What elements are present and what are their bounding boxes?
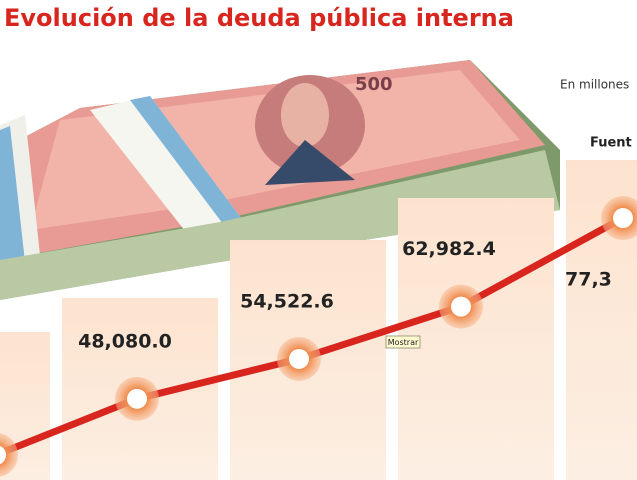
data-point — [0, 445, 6, 465]
money-illustration: 500 — [0, 60, 560, 300]
data-label: 62,982.4 — [402, 238, 496, 260]
unit-note: En millones — [560, 78, 629, 92]
tooltip-button[interactable] — [385, 335, 421, 349]
data-point — [613, 208, 633, 228]
point-halo — [0, 433, 18, 477]
bill-number: 500 — [355, 74, 393, 95]
data-point — [289, 348, 309, 369]
data-label: 48,080.0 — [78, 330, 172, 352]
chart-title: Evolución de la deuda pública interna — [4, 4, 514, 32]
data-point — [127, 388, 147, 409]
plot: .148,080.054,522.662,982.477,3 — [0, 196, 637, 477]
data-label: 54,522.6 — [240, 290, 334, 312]
data-point — [451, 296, 471, 317]
data-label: 77,3 — [565, 269, 612, 291]
tooltip-button-label[interactable]: Mostrar — [388, 338, 419, 347]
source-note: Fuent — [590, 136, 632, 151]
